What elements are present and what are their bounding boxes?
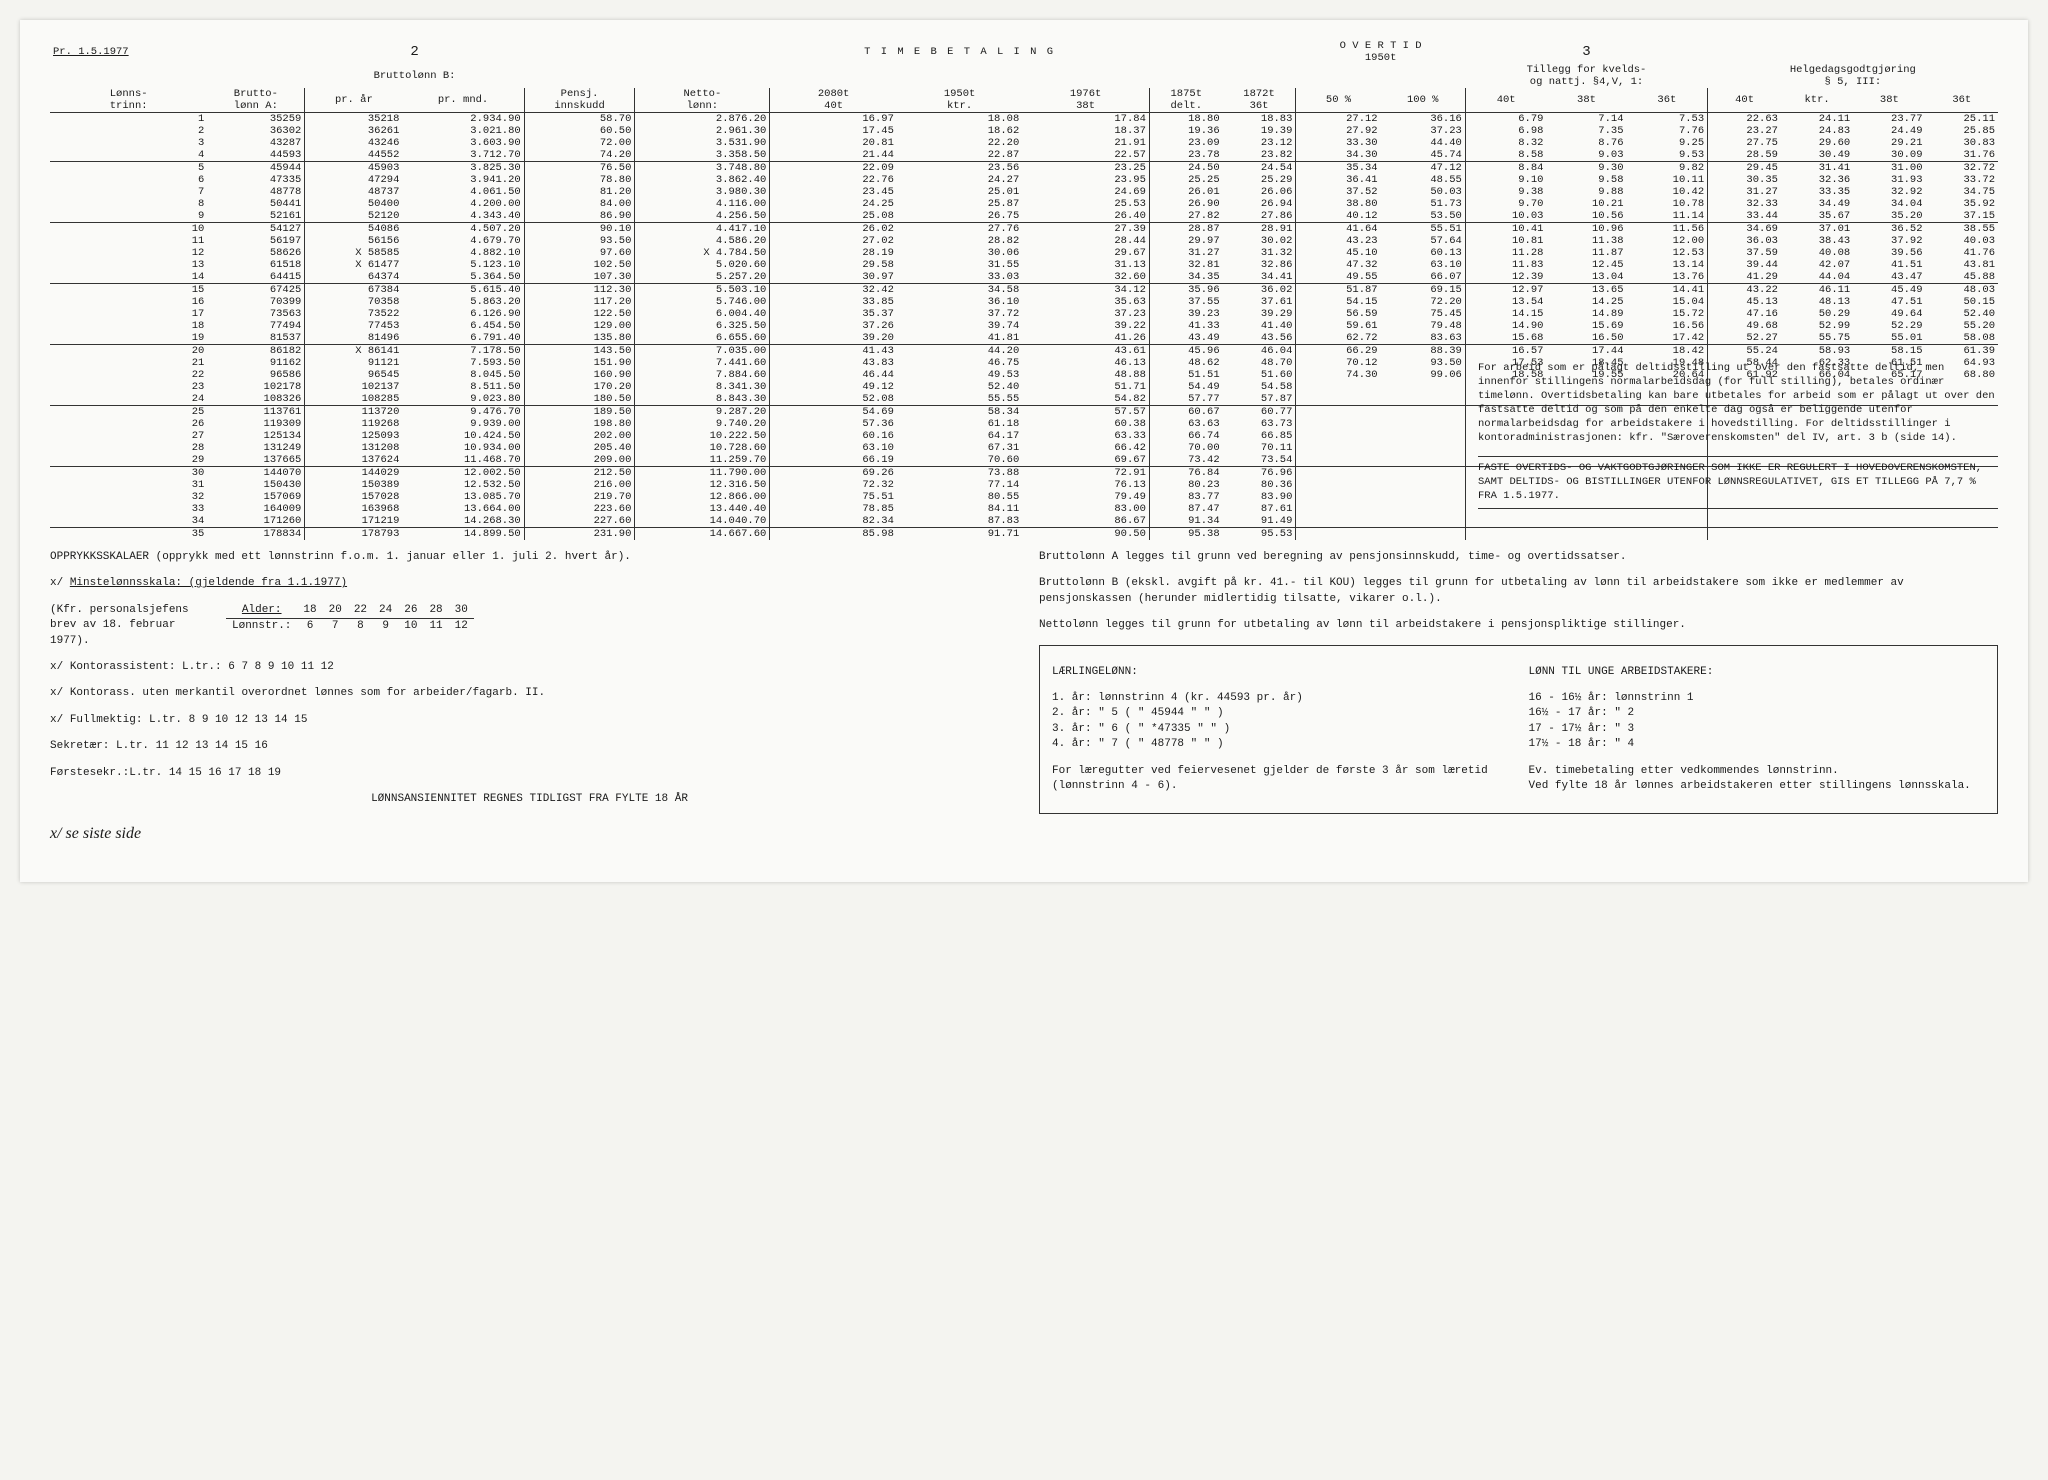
laerling-note: For læregutter ved feiervesenet gjelder … <box>1052 764 1509 795</box>
table-row: 952161521204.343.4086.904.256.5025.0826.… <box>50 210 1998 223</box>
unge-row-1: 16 - 16½ år: lønnstrinn 1 <box>1529 691 1986 706</box>
col-pensj: Pensj.innskudd <box>524 88 635 113</box>
x-mark-4: x/ <box>50 714 63 726</box>
laerling-row-3: 3. år: " 6 ( " *47335 " " ) <box>1052 722 1509 737</box>
laerling-row-1: 1. år: lønnstrinn 4 (kr. 44593 pr. år) <box>1052 691 1509 706</box>
unge-row-3: 17 - 17½ år: " 3 <box>1529 722 1986 737</box>
kontorass-line: Kontorassistent: L.tr.: 6 7 8 9 10 11 12 <box>70 661 334 673</box>
table-row: 444593445523.712.7074.203.358.5021.4422.… <box>50 149 1998 162</box>
table-row: 647335472943.941.2078.803.862.4022.7624.… <box>50 174 1998 186</box>
faste-note: FASTE OVERTIDS- OG VAKTGODTGJØRINGER SOM… <box>1478 456 1998 509</box>
laerling-row-4: 4. år: " 7 ( " 48778 " " ) <box>1052 737 1509 752</box>
timebetaling-label: T I M E B E T A L I N G <box>770 40 1150 64</box>
bruttoB-explanation: Bruttolønn B (ekskl. avgift på kr. 41.- … <box>1039 576 1998 607</box>
section-2-label: 2 <box>305 40 524 64</box>
table-row: 1670399703585.863.20117.205.746.0033.853… <box>50 296 1998 308</box>
alder-label: Alder: <box>226 603 297 619</box>
deltid-note-block: For arbeid som er pålagt deltidsstilling… <box>1478 350 1998 519</box>
col-ot100: 100 % <box>1381 88 1466 113</box>
laerling-box: LÆRLINGELØNN: 1. år: lønnstrinn 4 (kr. 4… <box>1039 645 1998 815</box>
table-row: 748778487374.061.5081.203.980.3023.4525.… <box>50 186 1998 198</box>
kfr-note: (Kfr. personalsjefens brev av 18. februa… <box>50 603 210 649</box>
unge-section: LØNN TIL UNGE ARBEIDSTAKERE: 16 - 16½ år… <box>1529 654 1986 806</box>
alder-table: Alder: 18 20 22 24 26 28 30 Lønnstr.: 6 … <box>226 603 474 635</box>
table-row: 135259352182.934.9058.702.876.2016.9718.… <box>50 113 1998 126</box>
table-row: 1361518X 614775.123.10102.505.020.6029.5… <box>50 259 1998 271</box>
document-page: Pr. 1.5.1977 2 T I M E B E T A L I N G O… <box>20 20 2028 882</box>
laerling-row-2: 2. år: " 5 ( " 45944 " " ) <box>1052 706 1509 721</box>
table-row: 1464415643745.364.50107.305.257.2030.973… <box>50 271 1998 284</box>
col-2080: 2080t40t <box>770 88 897 113</box>
col-h38: 38t <box>1853 88 1925 113</box>
bruttoA-explanation: Bruttolønn A legges til grunn ved beregn… <box>1039 550 1998 565</box>
table-row: 850441504004.200.0084.004.116.0024.2525.… <box>50 198 1998 210</box>
unge-row-4: 17½ - 18 år: " 4 <box>1529 737 1986 752</box>
sekretaer-line: Sekretær: L.tr. 11 12 13 14 15 16 <box>50 739 1009 754</box>
helge-label: Helgedagsgodtgjøring§ 5, III: <box>1708 64 1998 88</box>
col-1976: 1976t38t <box>1022 88 1149 113</box>
x-mark-2: x/ <box>50 661 63 673</box>
table-row: 1258626X 585854.882.1097.60X 4.784.5028.… <box>50 247 1998 259</box>
x-mark-3: x/ <box>50 687 63 699</box>
handwritten-note: x/ se siste side <box>50 823 1009 845</box>
col-h36: 36t <box>1926 88 1998 113</box>
lower-section: OPPRYKKSSKALAER (opprykk med ett lønnstr… <box>50 539 1998 862</box>
table-row: 1877494774536.454.50129.006.325.5037.263… <box>50 320 1998 332</box>
table-row: 236302362613.021.8060.502.961.3017.4518.… <box>50 125 1998 137</box>
date-header: Pr. 1.5.1977 <box>50 40 207 64</box>
laerling-title: LÆRLINGELØNN: <box>1052 665 1509 680</box>
col-bruttoB-mnd: pr. mnd. <box>402 88 524 113</box>
unge-title: LØNN TIL UNGE ARBEIDSTAKERE: <box>1529 665 1986 680</box>
tillegg-label: Tillegg for kvelds-og nattj. §4,V, 1: <box>1465 64 1707 88</box>
lower-left-column: OPPRYKKSSKALAER (opprykk med ett lønnstr… <box>50 539 1009 862</box>
col-bruttoA: Brutto-lønn A: <box>207 88 305 113</box>
x-mark-1: x/ <box>50 577 63 589</box>
col-til38: 38t <box>1546 88 1626 113</box>
netto-explanation: Nettolønn legges til grunn for utbetalin… <box>1039 618 1998 633</box>
deltid-note: For arbeid som er pålagt deltidsstilling… <box>1478 361 1998 446</box>
col-til40: 40t <box>1465 88 1546 113</box>
section-3-label: 3 <box>1465 40 1707 64</box>
col-hktr: ktr. <box>1781 88 1853 113</box>
col-ot50: 50 % <box>1296 88 1381 113</box>
col-1950: 1950tktr. <box>897 88 1022 113</box>
laerling-section: LÆRLINGELØNN: 1. år: lønnstrinn 4 (kr. 4… <box>1052 654 1509 806</box>
col-1875: 1875tdelt. <box>1149 88 1222 113</box>
table-row: 1567425673845.615.40112.305.503.1032.423… <box>50 284 1998 297</box>
col-1872: 1872t36t <box>1223 88 1296 113</box>
table-row: 343287432463.603.9072.003.531.9020.8122.… <box>50 137 1998 149</box>
bruttoB-label: Bruttolønn B: <box>305 64 524 88</box>
table-row: 1156197561564.679.7093.504.586.2027.0228… <box>50 235 1998 247</box>
table-row: 545944459033.825.3076.503.748.8022.0923.… <box>50 162 1998 175</box>
col-netto: Netto-lønn: <box>635 88 770 113</box>
col-lonnstrinn: Lønns-trinn: <box>50 88 207 113</box>
kontorass-note: Kontorass. uten merkantil overordnet løn… <box>70 687 545 699</box>
table-row: 1981537814966.791.40135.806.655.6039.204… <box>50 332 1998 345</box>
overtid-label: O V E R T I D1950t <box>1296 40 1465 64</box>
unge-note: Ev. timebetaling etter vedkommendes lønn… <box>1529 764 1986 795</box>
col-h40: 40t <box>1708 88 1781 113</box>
fullmektig-line: Fullmektig: L.tr. 8 9 10 12 13 14 15 <box>70 714 308 726</box>
lonnstr-label: Lønnstr.: <box>226 619 297 635</box>
table-row: 1054127540864.507.2090.104.417.1026.0227… <box>50 223 1998 236</box>
opprykk-title: OPPRYKKSSKALAER (opprykk med ett lønnstr… <box>50 550 1009 565</box>
anciennitiet-line: LØNNSANSIENNITET REGNES TIDLIGST FRA FYL… <box>50 792 1009 807</box>
table-row: 1773563735226.126.90122.506.004.4035.373… <box>50 308 1998 320</box>
minste-label: Minstelønnsskala: (gjeldende fra 1.1.197… <box>70 577 347 589</box>
unge-row-2: 16½ - 17 år: " 2 <box>1529 706 1986 721</box>
lower-right-column: Bruttolønn A legges til grunn ved beregn… <box>1039 539 1998 862</box>
col-bruttoB-ar: pr. år <box>305 88 403 113</box>
col-til36: 36t <box>1627 88 1708 113</box>
forste-line: Førstesekr.:L.tr. 14 15 16 17 18 19 <box>50 766 1009 781</box>
